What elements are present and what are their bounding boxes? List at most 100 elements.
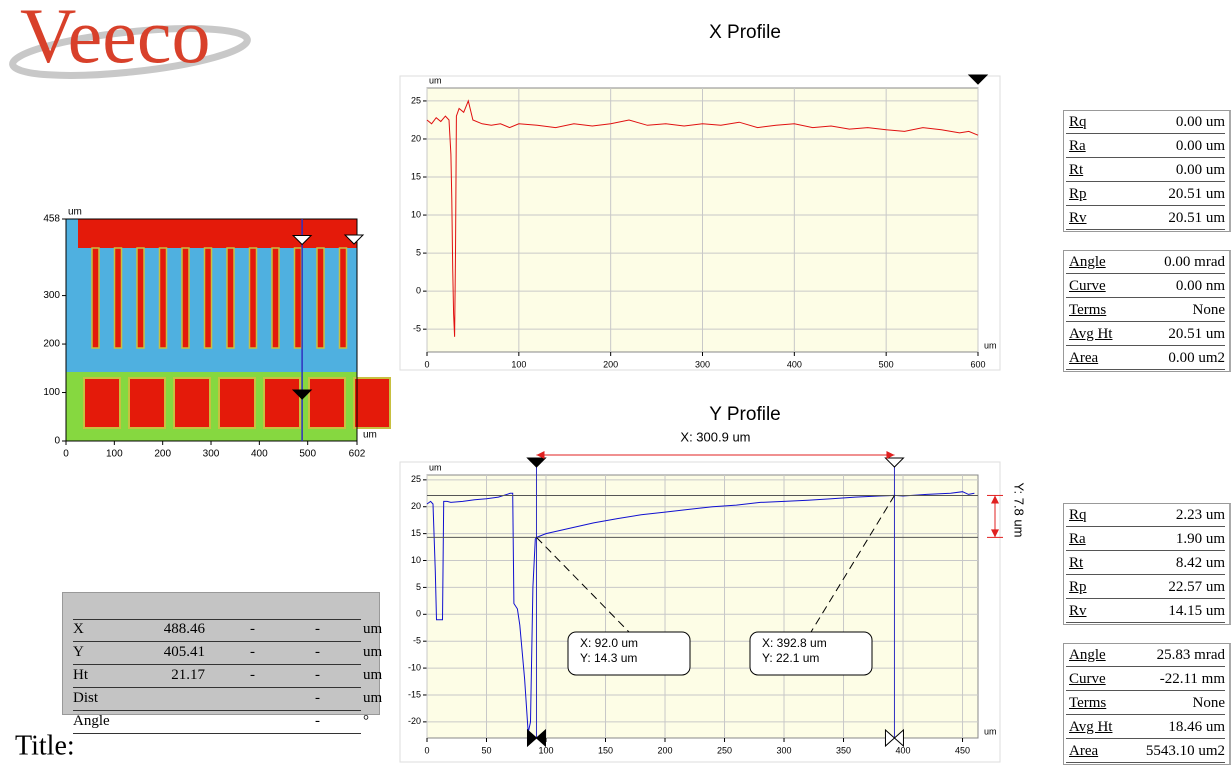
stats-table: Angle25.83 mradCurve-22.11 mmTermsNoneAv… xyxy=(1063,643,1231,765)
stat-label: Curve xyxy=(1069,671,1106,688)
stat-value: 25.83 mrad xyxy=(1157,647,1225,664)
map-finger xyxy=(205,248,212,348)
x-tick-label: 250 xyxy=(717,745,732,755)
cursor-cell: - xyxy=(250,667,255,684)
x-tick-label: 500 xyxy=(879,359,894,369)
x-tick-label: 200 xyxy=(657,745,672,755)
x-tick-label: 602 xyxy=(349,449,366,460)
title-label: Title: xyxy=(15,730,75,761)
cursor-cell: - xyxy=(315,690,320,707)
stat-value: 2.23 um xyxy=(1176,507,1225,524)
callout-text: X: 92.0 um xyxy=(580,636,638,650)
x-tick-label: 50 xyxy=(481,745,491,755)
callout-text: Y: 14.3 um xyxy=(580,651,637,665)
stat-value: None xyxy=(1193,695,1226,712)
stat-value: 20.51 um xyxy=(1168,186,1225,203)
y-tick-label: 0 xyxy=(416,609,421,619)
stat-value: None xyxy=(1193,302,1226,319)
x-tick-label: 450 xyxy=(955,745,970,755)
y-tick-label: 15 xyxy=(411,171,421,181)
map-pad xyxy=(264,378,300,428)
stat-row xyxy=(1066,133,1225,134)
stat-value: 0.00 um xyxy=(1176,114,1225,131)
y-tick-label: 25 xyxy=(411,95,421,105)
stat-row xyxy=(1066,229,1225,230)
cursor-cell: ° xyxy=(363,713,369,730)
stat-value: 1.90 um xyxy=(1176,531,1225,548)
stat-row xyxy=(1066,205,1225,206)
x-tick-label: 600 xyxy=(970,359,985,369)
stat-row xyxy=(1066,321,1225,322)
stat-row xyxy=(1066,369,1225,370)
x-tick-label: 0 xyxy=(424,359,429,369)
x-unit: um xyxy=(984,340,997,350)
stat-label: Rt xyxy=(1069,162,1083,179)
cursor-cell: - xyxy=(250,644,255,661)
map-finger xyxy=(160,248,167,348)
y-tick-label: 5 xyxy=(416,247,421,257)
stat-value: 20.51 um xyxy=(1168,210,1225,227)
stat-row xyxy=(1066,297,1225,298)
y-tick-label: 0 xyxy=(416,286,421,296)
x-tick-label: 400 xyxy=(251,449,268,460)
stat-row xyxy=(1066,526,1225,527)
stat-label: Rp xyxy=(1069,186,1087,203)
stat-row xyxy=(1066,157,1225,158)
stat-label: Angle xyxy=(1069,647,1106,664)
x-tick-label: 0 xyxy=(424,745,429,755)
cursor-cell: um xyxy=(363,690,382,707)
y-tick-label: -20 xyxy=(408,716,421,726)
y-tick-label: 200 xyxy=(43,339,60,350)
chart-title: Y Profile xyxy=(709,404,780,425)
x-tick-label: 350 xyxy=(836,745,851,755)
x-tick-label: 300 xyxy=(777,745,792,755)
cursor-marker xyxy=(969,75,987,84)
stat-value: 0.00 um2 xyxy=(1168,350,1225,367)
x-tick-label: 400 xyxy=(787,359,802,369)
row-rule xyxy=(73,619,361,620)
map-finger xyxy=(295,248,302,348)
cursor-cell: 405.41 xyxy=(164,644,205,661)
map-region xyxy=(66,219,78,249)
stat-row xyxy=(1066,666,1225,667)
stat-label: Avg Ht xyxy=(1069,719,1112,736)
stat-value: 5543.10 um2 xyxy=(1146,743,1225,760)
x-tick-label: 300 xyxy=(695,359,710,369)
stat-label: Terms xyxy=(1069,302,1106,319)
callout-text: X: 392.8 um xyxy=(762,636,827,650)
stat-value: 18.46 um xyxy=(1168,719,1225,736)
y-tick-label: 10 xyxy=(411,209,421,219)
map-finger xyxy=(317,248,324,348)
y-tick-label: 10 xyxy=(411,555,421,565)
chart-title: X Profile xyxy=(709,22,781,43)
x-tick-label: 400 xyxy=(896,745,911,755)
map-finger xyxy=(272,248,279,348)
y-unit: um xyxy=(68,207,82,218)
stat-row xyxy=(1066,738,1225,739)
map-finger xyxy=(137,248,144,348)
stat-value: 14.15 um xyxy=(1168,603,1225,620)
x-unit: um xyxy=(363,430,377,441)
x-tick-label: 100 xyxy=(538,745,553,755)
stat-row xyxy=(1066,598,1225,599)
y-tick-label: 15 xyxy=(411,528,421,538)
y-tick-label: 0 xyxy=(54,436,60,447)
row-rule xyxy=(73,641,361,642)
map-finger xyxy=(340,248,347,348)
stat-label: Rq xyxy=(1069,507,1087,524)
x-tick-label: 100 xyxy=(511,359,526,369)
dx-label: X: 300.9 um xyxy=(680,429,750,444)
stat-value: 0.00 um xyxy=(1176,162,1225,179)
y-tick-label: -15 xyxy=(408,689,421,699)
cursor-cell: - xyxy=(315,621,320,638)
stat-label: Rq xyxy=(1069,114,1087,131)
stat-value: -22.11 mm xyxy=(1160,671,1225,688)
cursor-cell: - xyxy=(250,621,255,638)
cursor-cell: Angle xyxy=(73,713,110,730)
cursor-cell: - xyxy=(315,644,320,661)
stat-label: Rt xyxy=(1069,555,1083,572)
cursor-table: X488.46--umY405.41--umHt21.17--umDist-um… xyxy=(62,592,380,715)
stat-row xyxy=(1066,550,1225,551)
